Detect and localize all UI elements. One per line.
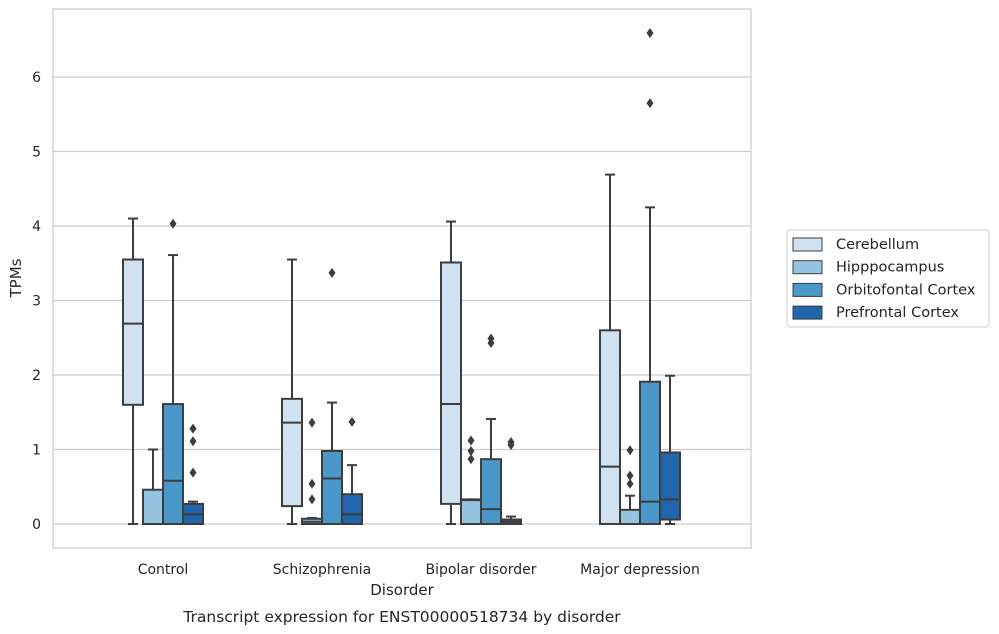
legend-label: Cerebellum [836, 237, 919, 253]
outlier-point [189, 467, 197, 478]
box-1-2 [460, 435, 482, 526]
legend-label: Prefrontal Cortex [836, 305, 959, 321]
box-body [460, 498, 482, 526]
y-tick-label: 3 [32, 294, 41, 310]
x-axis-label: Disorder [370, 581, 434, 599]
legend-swatch [792, 282, 823, 297]
legend-label: Hipppocampus [836, 260, 944, 276]
box-body [619, 508, 641, 526]
box-body [659, 451, 681, 521]
box-body [341, 493, 363, 526]
box-body [480, 458, 502, 525]
boxes [122, 28, 681, 526]
legend-frame [786, 229, 990, 328]
y-tick-label: 5 [32, 145, 41, 161]
legend: Cerebellum Hipppocampus Orbitofontal Corte… [786, 229, 990, 328]
legend-swatch [792, 237, 823, 252]
outlier-point [189, 423, 197, 434]
outlier-point [328, 267, 336, 278]
y-tick-label: 2 [32, 368, 41, 384]
y-tick-label: 0 [32, 517, 41, 533]
box-body [162, 403, 184, 525]
outlier-point [507, 440, 515, 451]
x-axis-ticks: Control Schizophrenia Bipolar disorder Majo… [138, 562, 700, 578]
y-axis-ticks: 0 1 2 3 4 5 6 [32, 70, 41, 533]
outlier-point [308, 494, 316, 505]
x-tick-label: Schizophrenia [273, 562, 371, 578]
x-tick-label: Control [138, 562, 189, 578]
box-body [599, 329, 621, 525]
box-1-1 [301, 417, 323, 525]
box-body [321, 449, 343, 525]
box-body [122, 258, 144, 406]
box-0-3 [599, 173, 621, 525]
box-1-3 [619, 445, 641, 526]
box-body [639, 380, 661, 525]
legend-swatch [792, 260, 823, 275]
outlier-point [467, 445, 475, 456]
box-2-1 [321, 267, 343, 525]
chart-caption: Transcript expression for ENST0000051873… [182, 608, 621, 626]
box-1-0 [142, 448, 164, 526]
x-tick-label: Bipolar disorder [425, 562, 536, 578]
outlier-point [467, 454, 475, 465]
outlier-point [646, 98, 654, 109]
y-tick-label: 4 [32, 219, 41, 235]
outlier-point [487, 337, 495, 348]
box-0-2 [440, 220, 462, 525]
outlier-point [626, 470, 634, 481]
outlier-point [626, 478, 634, 489]
box-2-3 [639, 28, 661, 525]
outlier-point [308, 417, 316, 428]
outlier-point [646, 28, 654, 39]
box-2-2 [480, 333, 502, 525]
box-3-2 [500, 437, 522, 526]
box-0-0 [122, 217, 144, 525]
outlier-point [626, 445, 634, 456]
box-3-0 [182, 423, 204, 526]
y-tick-label: 1 [32, 443, 41, 459]
outlier-point [169, 218, 177, 229]
outlier-point [348, 416, 356, 427]
x-tick-label: Major depression [580, 562, 700, 578]
outlier-point [308, 478, 316, 489]
box-3-3 [659, 374, 681, 525]
box-2-0 [162, 218, 184, 525]
box-0-1 [281, 258, 303, 525]
outlier-point [189, 436, 197, 447]
outlier-point [467, 435, 475, 446]
box-body [440, 261, 462, 505]
plot-area-frame [52, 8, 752, 549]
y-axis-label: TPMs [7, 258, 25, 298]
box-3-1 [341, 416, 363, 526]
box-body [281, 397, 303, 508]
y-tick-label: 6 [32, 70, 41, 86]
box-body [142, 488, 164, 526]
legend-swatch [792, 305, 823, 320]
legend-label: Orbitofontal Cortex [836, 282, 976, 298]
